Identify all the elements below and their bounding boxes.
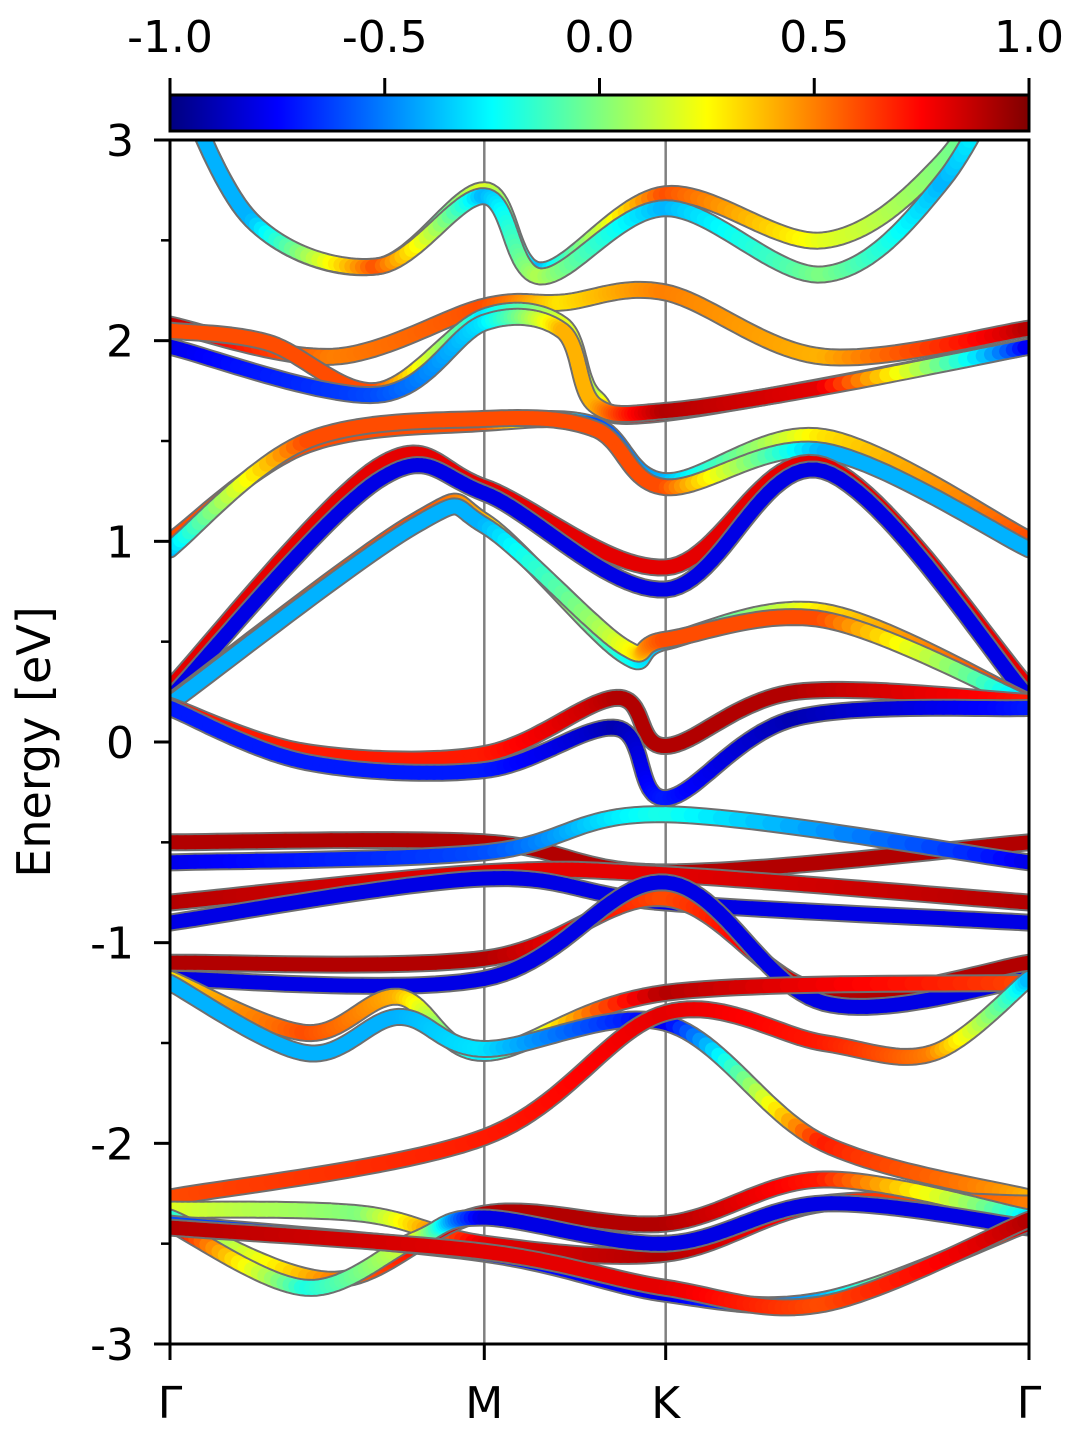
band-segment xyxy=(181,85,184,92)
x-tick-label: Γ xyxy=(158,1378,183,1429)
band-segment xyxy=(998,71,1002,78)
band-segment xyxy=(1001,71,1005,79)
y-tick-label: 3 xyxy=(106,116,134,167)
bands xyxy=(170,63,1029,1317)
band-segment xyxy=(178,79,181,85)
y-tick-label: -3 xyxy=(90,1320,134,1371)
band xyxy=(170,1194,1029,1297)
x-tick-label: M xyxy=(465,1378,503,1429)
y-tick-label: -1 xyxy=(90,919,134,970)
colorbar: -1.0 -0.5 0.0 0.5 1.0 xyxy=(127,12,1064,133)
y-tick-label: -2 xyxy=(90,1119,134,1170)
band-segment xyxy=(1005,64,1008,71)
band xyxy=(170,307,1029,423)
band-segment xyxy=(181,85,184,92)
band-segment xyxy=(178,79,181,85)
band-segment xyxy=(176,73,178,79)
band-segment xyxy=(174,68,176,73)
band xyxy=(170,869,1029,932)
band xyxy=(172,63,1008,286)
y-axis-label: Energy [eV] xyxy=(7,606,61,877)
band xyxy=(170,698,1029,808)
band xyxy=(170,973,1029,1207)
band-segment xyxy=(174,68,176,73)
band-segment xyxy=(176,73,178,79)
band xyxy=(170,1210,1029,1317)
colorbar-tick-label: 0.0 xyxy=(565,12,635,63)
x-tick-label: K xyxy=(651,1378,681,1429)
band-segment xyxy=(172,63,174,68)
band xyxy=(170,805,1029,872)
band-outline xyxy=(170,456,1029,707)
y-tick-label: 0 xyxy=(106,718,134,769)
band-outline xyxy=(170,698,1029,808)
band xyxy=(170,969,1029,1207)
y-tick-label: 2 xyxy=(106,317,134,368)
colorbar-tick-label: 1.0 xyxy=(994,12,1064,63)
colorbar-ticks: -1.0 -0.5 0.0 0.5 1.0 xyxy=(127,12,1064,95)
band-segment xyxy=(994,86,998,94)
band xyxy=(170,456,1029,707)
plot-area: 3 2 1 0 -1 -2 -3 Γ M K Γ xyxy=(90,63,1042,1429)
band-segment xyxy=(172,63,174,68)
y-axis-ticks: 3 2 1 0 -1 -2 -3 xyxy=(90,116,170,1371)
band-segment xyxy=(994,78,998,85)
colorbar-tick-label: 0.5 xyxy=(779,12,849,63)
band-segment xyxy=(1001,65,1005,72)
band-segment xyxy=(990,85,994,92)
band-segment xyxy=(953,140,969,146)
x-tick-label: Γ xyxy=(1017,1378,1042,1429)
band xyxy=(170,409,1029,559)
band-segment xyxy=(998,79,1002,87)
colorbar-tick-label: -1.0 xyxy=(127,12,213,63)
colorbar-tick-label: -0.5 xyxy=(342,12,428,63)
y-tick-label: 1 xyxy=(106,517,134,568)
colorbar-gradient xyxy=(168,93,1031,133)
